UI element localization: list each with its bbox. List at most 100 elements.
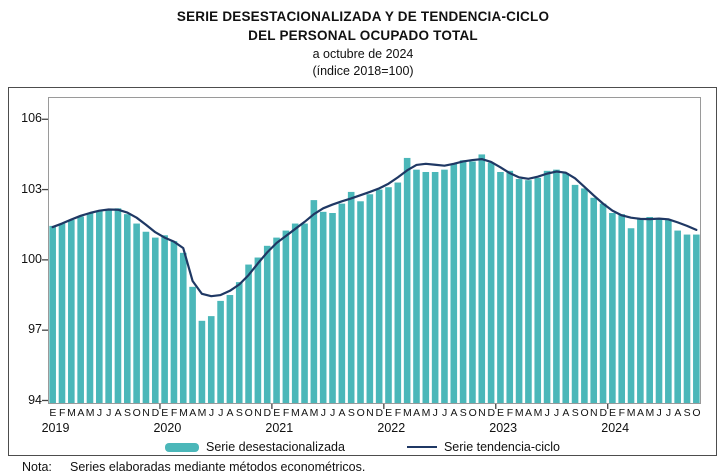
month-label: A (562, 407, 570, 419)
bar-59 (599, 203, 607, 404)
month-label: N (366, 407, 374, 419)
month-label: A (77, 407, 85, 419)
bar-30 (329, 213, 336, 404)
month-label: S (683, 407, 691, 419)
y-tick-label-106: 106 (21, 111, 42, 126)
footnote-label: Nota: (22, 460, 52, 474)
bar-62 (627, 228, 635, 404)
month-label: M (179, 407, 188, 419)
chart-canvas (42, 97, 701, 409)
bar-10 (142, 231, 150, 404)
bar-15 (189, 286, 196, 404)
bar-51 (525, 180, 532, 404)
trend-line (51, 157, 698, 298)
bar-64 (646, 216, 653, 404)
month-label: D (375, 407, 384, 419)
bar-29 (319, 211, 327, 404)
bar-35 (375, 189, 383, 404)
bar-55 (562, 173, 570, 404)
bar-12 (161, 235, 168, 404)
legend: Serie desestacionalizada Serie tendencia… (8, 440, 717, 454)
bar-9 (133, 223, 140, 404)
month-label: J (553, 407, 559, 419)
month-label: M (533, 407, 543, 419)
bar-56 (571, 184, 579, 404)
chart-subtitle-period: a octubre de 2024 (312, 47, 414, 61)
plot-area (42, 97, 701, 409)
year-label-2021: 2021 (265, 421, 294, 435)
bar-52 (534, 177, 542, 404)
month-label: S (235, 407, 243, 419)
month-label: E (161, 407, 168, 419)
month-label: J (320, 407, 326, 419)
bar-68 (683, 234, 691, 404)
bar-65 (655, 218, 663, 404)
bar-34 (366, 194, 374, 404)
month-label: M (309, 407, 319, 419)
year-label-2019: 2019 (41, 421, 70, 435)
month-label: A (525, 407, 532, 419)
bar-1 (58, 223, 66, 404)
bar-13 (170, 241, 178, 404)
year-label-2020: 2020 (153, 421, 182, 435)
bar-39 (413, 169, 420, 404)
month-label: N (254, 407, 262, 419)
bar-69 (693, 234, 700, 404)
month-label: O (132, 407, 141, 419)
bar-50 (515, 179, 523, 404)
month-label: D (487, 407, 495, 419)
bar-48 (497, 171, 504, 404)
month-label: O (692, 407, 701, 419)
bar-28 (310, 200, 318, 404)
bar-63 (637, 218, 644, 404)
bar-38 (403, 157, 411, 404)
month-label: S (459, 407, 467, 419)
y-tick-label-97: 97 (28, 322, 42, 337)
month-label: A (338, 407, 346, 419)
bar-36 (385, 187, 392, 404)
month-label: J (330, 407, 335, 419)
year-label-2024: 2024 (601, 421, 630, 435)
bar-33 (357, 201, 364, 404)
month-label: M (626, 407, 636, 419)
y-tick-label-100: 100 (21, 251, 42, 266)
y-tick-label-103: 103 (21, 181, 42, 196)
bar-27 (301, 223, 308, 404)
month-label: J (96, 407, 102, 419)
bar-44 (459, 160, 467, 404)
month-label: O (468, 407, 477, 419)
month-label: D (263, 407, 272, 419)
bar-6 (105, 209, 112, 404)
bar-0 (49, 225, 56, 404)
bar-2 (68, 220, 75, 404)
month-label: F (394, 407, 401, 419)
bar-41 (431, 171, 439, 404)
month-label: J (544, 407, 550, 419)
bar-57 (581, 188, 588, 404)
month-label: J (208, 407, 214, 419)
month-label: J (218, 407, 224, 419)
month-label: S (347, 407, 355, 419)
bar-8 (123, 214, 131, 404)
month-label: F (58, 407, 66, 419)
month-label: E (497, 407, 504, 419)
y-tick-label-94: 94 (28, 392, 42, 407)
bar-24 (273, 237, 280, 404)
month-label: E (609, 407, 616, 419)
bar-19 (226, 295, 234, 404)
month-label: N (478, 407, 486, 419)
plot-border (48, 97, 701, 404)
month-label: A (189, 407, 196, 419)
month-label: J (106, 407, 112, 419)
bar-58 (590, 197, 598, 404)
month-label: D (151, 407, 160, 419)
month-label: A (413, 407, 420, 419)
month-label: A (637, 407, 644, 419)
bar-54 (553, 169, 560, 404)
bar-series-swatch-icon (164, 442, 199, 452)
month-label: A (301, 407, 308, 419)
bar-40 (422, 171, 430, 404)
month-label: M (514, 407, 524, 419)
bar-53 (543, 170, 551, 404)
